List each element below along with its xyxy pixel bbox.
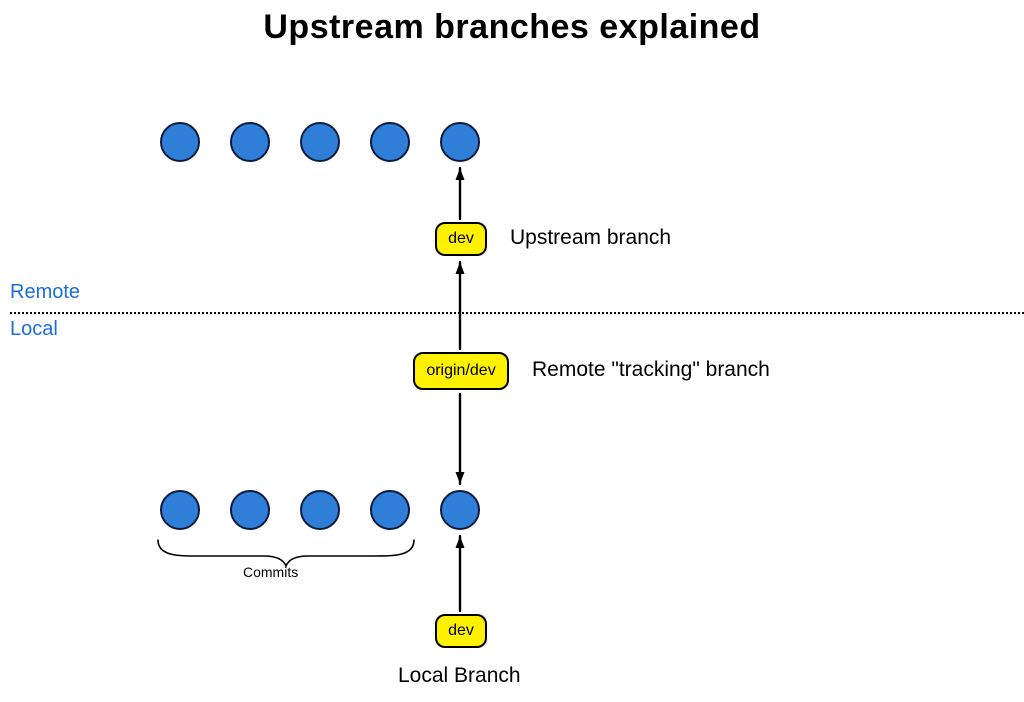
local-commit-dot bbox=[440, 490, 480, 530]
local-branch-tag: dev bbox=[435, 614, 487, 648]
remote-commit-dot bbox=[160, 122, 200, 162]
tracking-branch-label: Remote "tracking" branch bbox=[532, 358, 770, 382]
local-commit-dot bbox=[370, 490, 410, 530]
arrow-head-icon bbox=[456, 262, 465, 274]
remote-commit-dot bbox=[440, 122, 480, 162]
local-branch-label: Local Branch bbox=[398, 664, 521, 688]
remote-section-label: Remote bbox=[10, 281, 80, 304]
remote-commit-dot bbox=[300, 122, 340, 162]
connectors-overlay bbox=[0, 0, 1024, 702]
local-commit-dot bbox=[160, 490, 200, 530]
remote-commit-dot bbox=[370, 122, 410, 162]
upstream-branch-tag: dev bbox=[435, 222, 487, 256]
diagram-title: Upstream branches explained bbox=[0, 8, 1024, 47]
local-commit-dot bbox=[300, 490, 340, 530]
commits-brace-label: Commits bbox=[243, 564, 298, 580]
remote-commit-dot bbox=[230, 122, 270, 162]
tracking-branch-tag: origin/dev bbox=[413, 352, 509, 390]
arrow-head-icon bbox=[456, 472, 465, 484]
remote-local-divider bbox=[10, 312, 1024, 314]
commits-brace-curve bbox=[158, 540, 414, 566]
local-commit-dot bbox=[230, 490, 270, 530]
local-section-label: Local bbox=[10, 318, 58, 341]
diagram-stage: Upstream branches explained Remote Local… bbox=[0, 0, 1024, 702]
arrow-head-icon bbox=[456, 536, 465, 548]
arrow-head-icon bbox=[456, 168, 465, 180]
upstream-branch-label: Upstream branch bbox=[510, 226, 671, 250]
